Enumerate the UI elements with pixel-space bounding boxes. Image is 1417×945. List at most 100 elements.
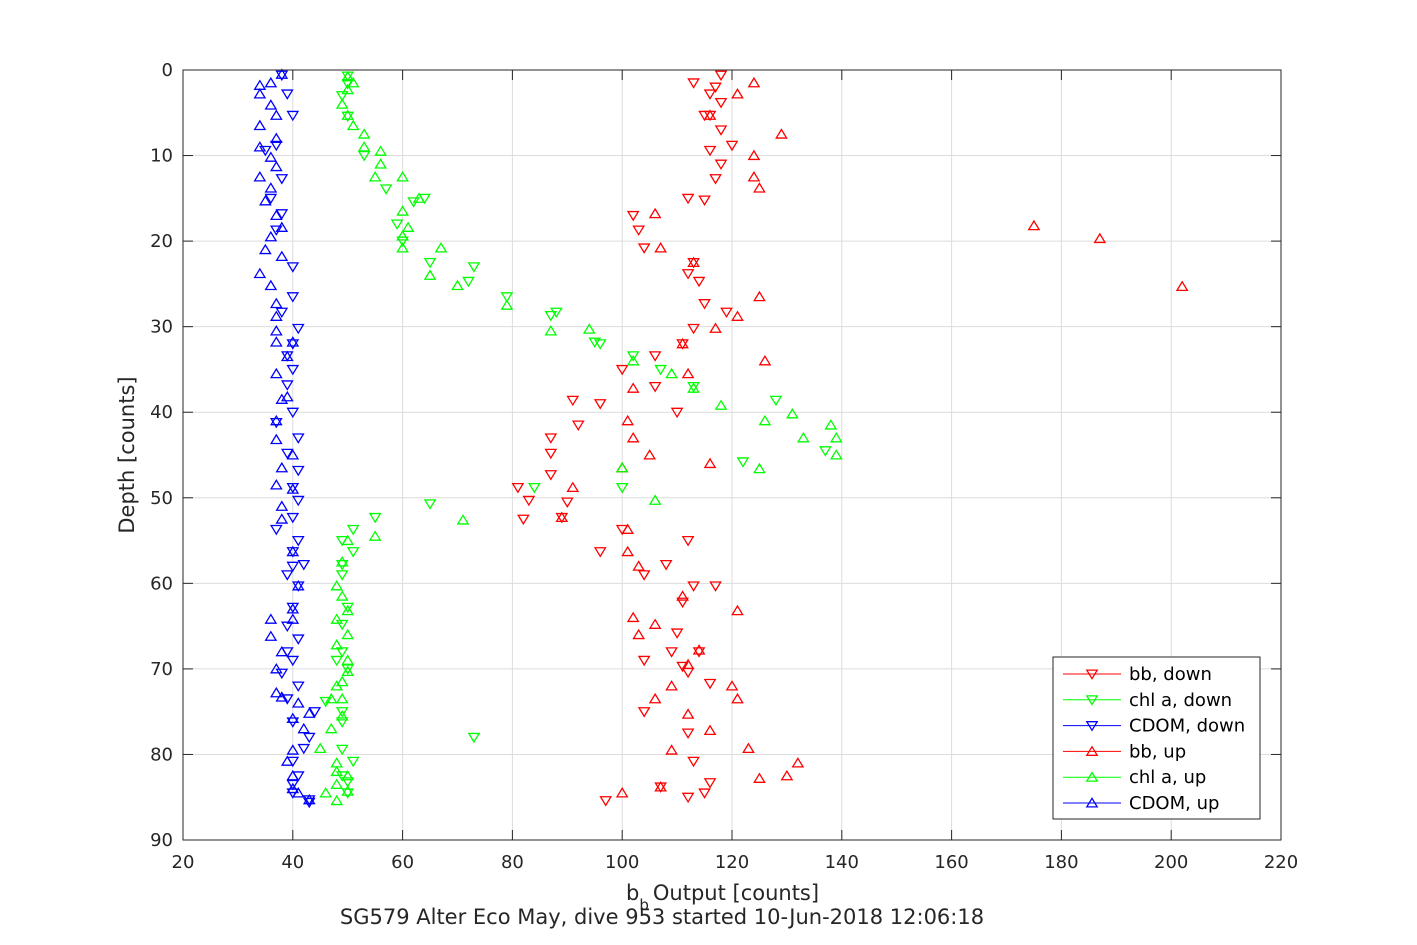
data-point [703,457,717,469]
data-point [346,756,360,768]
data-point [665,744,678,755]
data-point [275,68,289,79]
data-point [687,382,700,393]
x-tick-label: 200 [1154,852,1188,873]
data-point [698,299,711,310]
data-point [297,559,311,571]
data-point [302,797,316,809]
data-point [319,696,333,708]
data-point [280,380,294,391]
data-point [626,611,640,623]
data-point [566,395,580,407]
data-point [615,364,629,376]
data-point [291,681,305,692]
data-point [571,420,585,431]
x-axis-ticks: 20 40 60 80 100 120 140 160 180 200 220 [172,70,1298,873]
data-point [1027,219,1041,231]
data-point [313,742,327,754]
data-point [275,645,289,657]
data-point [451,279,464,291]
data-point [703,89,717,100]
data-point [549,307,563,319]
data-point [714,125,728,136]
data-point [467,732,481,744]
legend: bb, down chl a, down CDOM, down bb, up chl a… [1052,656,1261,820]
data-point [280,448,294,460]
series-3 [555,76,1189,798]
data-point [654,242,667,253]
y-tick-label: 60 [150,573,173,594]
data-point [462,276,475,288]
data-point [269,310,283,321]
data-point [775,128,788,139]
data-point [753,290,766,302]
data-point [753,772,766,783]
x-axis-label-subscript: b [639,896,649,914]
legend-marker [1085,669,1099,680]
data-point [621,523,635,534]
data-point [253,171,267,182]
data-point [335,91,349,102]
data-point [423,269,437,280]
data-point [522,495,536,507]
data-point [758,354,772,366]
data-point [275,209,289,220]
data-point [269,225,283,236]
data-point [275,307,289,319]
data-point [709,322,722,333]
data-point [681,708,695,719]
data-point [341,777,355,788]
data-point [747,171,761,182]
data-point [736,457,750,468]
caption: SG579 Alter Eco May, dive 953 started 10… [340,905,984,929]
data-point [769,395,783,407]
data-point [692,276,706,288]
data-point [626,351,640,362]
x-tick-label: 100 [605,852,639,873]
data-point [346,524,360,536]
data-point [665,647,678,658]
data-point [346,547,360,558]
data-point [286,364,300,376]
data-point [269,414,283,426]
legend-label: chl a, up [1129,767,1206,788]
series-5 [253,68,316,805]
data-point [714,97,728,109]
data-point [341,604,355,616]
data-point [423,257,437,269]
data-point [335,556,349,567]
data-point [648,382,662,393]
data-point [341,665,355,677]
data-point [264,99,278,110]
data-point [357,151,371,162]
data-point [648,207,662,219]
y-tick-label: 40 [150,402,173,423]
data-point [286,545,300,557]
data-point [731,310,744,321]
x-tick-label: 80 [501,852,524,873]
data-point [396,171,409,182]
data-point [681,367,695,379]
x-tick-label: 140 [825,852,859,873]
data-point [291,465,305,477]
data-point [374,158,387,169]
data-point [818,446,832,457]
data-point [302,793,316,805]
data-point [286,262,300,273]
x-axis-label: bb Output [counts] [626,881,819,914]
series-1 [319,71,832,799]
data-point [302,707,316,718]
data-point [264,630,278,641]
data-point [1093,232,1107,244]
data-point [330,765,344,777]
series-4 [313,70,843,806]
data-point [264,76,278,88]
data-point [335,707,349,718]
data-point [681,792,695,804]
data-point [544,470,558,481]
data-point [742,742,755,754]
data-point [275,513,289,524]
data-point [698,788,711,799]
data-point [280,89,294,100]
data-point [341,628,355,640]
